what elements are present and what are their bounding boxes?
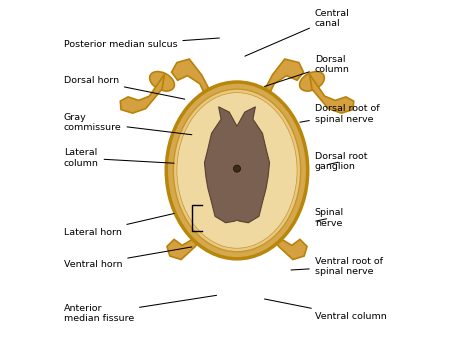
Ellipse shape	[300, 72, 324, 91]
Text: Ventral root of
spinal nerve: Ventral root of spinal nerve	[291, 257, 383, 276]
Text: Ventral column: Ventral column	[264, 299, 386, 321]
Text: Anterior
median fissure: Anterior median fissure	[64, 295, 217, 323]
Text: Dorsal
column: Dorsal column	[264, 55, 350, 87]
Ellipse shape	[150, 72, 174, 91]
Polygon shape	[204, 107, 270, 223]
Text: Lateral horn: Lateral horn	[64, 213, 174, 237]
Text: Dorsal root
ganglion: Dorsal root ganglion	[315, 152, 367, 171]
Polygon shape	[172, 59, 219, 114]
Text: Spinal
nerve: Spinal nerve	[315, 208, 344, 228]
Text: Central
canal: Central canal	[245, 9, 349, 56]
Ellipse shape	[173, 89, 301, 252]
Polygon shape	[120, 74, 164, 113]
Ellipse shape	[166, 82, 308, 259]
Circle shape	[234, 165, 240, 172]
Polygon shape	[258, 212, 307, 260]
Polygon shape	[310, 74, 354, 113]
Polygon shape	[167, 212, 216, 260]
Text: Ventral horn: Ventral horn	[64, 247, 192, 269]
Polygon shape	[255, 59, 303, 114]
Text: Posterior median sulcus: Posterior median sulcus	[64, 38, 219, 49]
Text: Lateral
column: Lateral column	[64, 148, 174, 168]
Text: Gray
commissure: Gray commissure	[64, 113, 192, 135]
Ellipse shape	[177, 93, 297, 248]
Text: Dorsal root of
spinal nerve: Dorsal root of spinal nerve	[300, 104, 379, 124]
Text: Dorsal horn: Dorsal horn	[64, 76, 185, 99]
